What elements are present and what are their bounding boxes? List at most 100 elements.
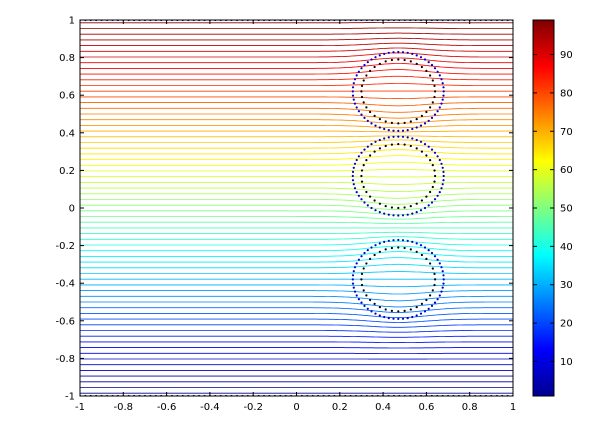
outer-boundary-marker	[374, 244, 377, 247]
outer-boundary-marker	[427, 145, 430, 148]
outer-boundary-marker	[370, 143, 373, 146]
outer-boundary-marker	[430, 148, 434, 151]
outer-boundary-marker	[423, 122, 427, 125]
outer-boundary-marker	[430, 304, 434, 307]
contour-line	[80, 63, 513, 69]
contour-line	[80, 181, 513, 185]
inner-boundary-marker	[373, 65, 376, 69]
outer-boundary-marker	[392, 317, 395, 320]
outer-boundary-marker	[427, 204, 430, 207]
outer-boundary-marker	[397, 50, 400, 54]
colorbar-tick-label: 40	[560, 242, 573, 253]
y-tick-label: -0.8	[55, 354, 75, 365]
inner-boundary-marker	[362, 289, 365, 292]
contour-line	[80, 52, 513, 58]
outer-boundary-marker	[378, 242, 381, 245]
inner-boundary-marker	[373, 114, 376, 117]
y-tick-label: 0.4	[59, 128, 75, 139]
outer-boundary-marker	[441, 183, 444, 186]
outer-boundary-marker	[438, 262, 441, 265]
outer-boundary-marker	[406, 317, 409, 320]
contour-line	[80, 245, 513, 252]
inner-boundary-marker	[433, 169, 436, 172]
contour-line	[80, 113, 513, 119]
outer-boundary-marker	[352, 166, 355, 169]
contour-line	[80, 335, 513, 338]
x-tick-label: -0.4	[200, 402, 220, 413]
outer-boundary-marker	[436, 70, 439, 73]
outer-boundary-marker	[387, 317, 390, 320]
inner-boundary-marker	[378, 118, 381, 121]
outer-boundary-marker	[415, 126, 418, 129]
contour-line	[80, 312, 513, 319]
inner-boundary-marker	[431, 267, 434, 270]
inner-boundary-marker	[365, 190, 368, 194]
outer-boundary-marker	[351, 90, 354, 93]
contour-line	[80, 236, 513, 240]
inner-boundary-marker	[362, 79, 365, 82]
outer-boundary-marker	[419, 209, 423, 212]
inner-boundary-marker	[360, 283, 364, 287]
colorbar-tick-label: 70	[560, 127, 573, 138]
inner-boundary-marker	[373, 199, 376, 202]
outer-boundary-marker	[351, 274, 355, 277]
outer-boundary-marker	[401, 214, 405, 217]
contour-line	[80, 221, 513, 224]
inner-boundary-marker	[384, 308, 387, 311]
outer-boundary-marker	[360, 255, 363, 258]
inner-boundary-marker	[429, 294, 432, 297]
outer-boundary-marker	[360, 67, 363, 70]
contour-line	[80, 149, 513, 155]
y-tick-label: -1	[65, 392, 75, 403]
outer-boundary-marker	[419, 140, 423, 143]
outer-boundary-marker	[419, 312, 423, 315]
inner-boundary-marker	[378, 62, 381, 65]
inner-boundary-marker	[390, 143, 393, 146]
outer-boundary-marker	[360, 198, 363, 201]
outer-boundary-marker	[427, 249, 430, 252]
inner-boundary-marker	[378, 250, 381, 253]
outer-boundary-marker	[438, 294, 441, 297]
outer-boundary-marker	[351, 170, 355, 173]
inner-boundary-marker	[425, 110, 428, 114]
outer-boundary-marker	[423, 310, 427, 313]
outer-boundary-marker	[351, 179, 355, 182]
outer-boundary-marker	[378, 211, 381, 214]
outer-boundary-marker	[436, 110, 439, 113]
inner-boundary-marker	[390, 121, 393, 124]
inner-boundary-marker	[369, 298, 372, 302]
outer-boundary-marker	[427, 119, 430, 122]
inner-boundary-marker	[429, 262, 432, 265]
inner-boundary-marker	[434, 90, 437, 93]
colorbar-tick-label: 20	[560, 319, 573, 330]
outer-boundary-marker	[442, 179, 445, 182]
inner-boundary-marker	[378, 202, 381, 205]
inner-boundary-marker	[420, 302, 423, 305]
inner-boundary-marker	[403, 143, 406, 146]
inner-boundary-marker	[362, 101, 365, 104]
outer-boundary-marker	[401, 239, 405, 242]
inner-boundary-marker	[431, 164, 434, 167]
outer-boundary-marker	[415, 54, 418, 57]
outer-boundary-marker	[355, 294, 358, 297]
outer-boundary-marker	[357, 110, 360, 113]
outer-boundary-marker	[440, 290, 443, 293]
inner-boundary-marker	[409, 60, 412, 63]
outer-boundary-marker	[392, 135, 395, 138]
outer-boundary-marker	[419, 124, 423, 127]
outer-boundary-marker	[436, 298, 439, 301]
outer-boundary-marker	[360, 151, 363, 154]
outer-boundary-marker	[392, 129, 395, 132]
inner-boundary-marker	[415, 62, 418, 65]
inner-boundary-marker	[365, 262, 368, 265]
inner-boundary-marker	[390, 246, 393, 250]
outer-boundary-marker	[419, 56, 423, 59]
contour-line	[80, 144, 513, 149]
inner-boundary-marker	[384, 144, 387, 148]
outer-boundary-marker	[357, 194, 360, 197]
outer-boundary-marker	[406, 51, 409, 54]
contour-line	[80, 130, 513, 133]
outer-boundary-marker	[378, 126, 381, 129]
contour-line	[80, 124, 513, 129]
contour-line	[80, 257, 513, 263]
